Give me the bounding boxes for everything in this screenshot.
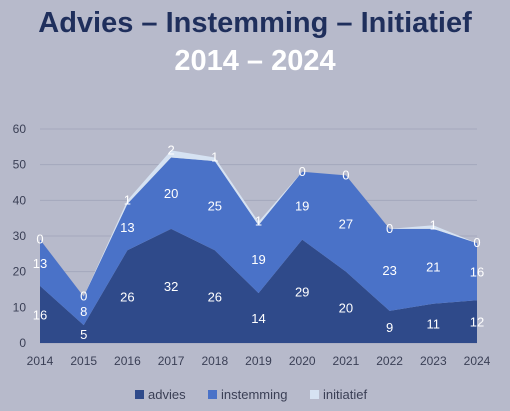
data-label-instemming: 13 xyxy=(120,220,134,235)
data-label-instemming: 23 xyxy=(382,263,396,278)
data-label-advies: 14 xyxy=(251,311,265,326)
data-label-instemming: 19 xyxy=(295,199,309,214)
legend-swatch-initiatief xyxy=(310,390,319,399)
data-label-advies: 20 xyxy=(339,300,353,315)
data-label-initiatief: 1 xyxy=(430,217,437,232)
area-advies xyxy=(40,228,477,343)
data-label-initiatief: 0 xyxy=(342,167,349,182)
x-tick-label: 2019 xyxy=(245,354,272,368)
legend-label-instemming: instemming xyxy=(221,387,287,402)
x-tick-label: 2016 xyxy=(114,354,141,368)
x-tick-label: 2020 xyxy=(289,354,316,368)
title-line-1: Advies – Instemming – Initiatief xyxy=(38,7,472,39)
x-tick-label: 2017 xyxy=(158,354,185,368)
x-tick-label: 2023 xyxy=(420,354,447,368)
data-label-advies: 12 xyxy=(470,315,484,330)
x-tick-label: 2015 xyxy=(70,354,97,368)
data-label-initiatief: 1 xyxy=(124,192,131,207)
data-label-initiatief: 1 xyxy=(255,214,262,229)
title-line-2: 2014 – 2024 xyxy=(174,44,336,77)
data-label-initiatief: 0 xyxy=(386,221,393,236)
data-label-initiatief: 0 xyxy=(36,232,43,247)
legend-label-advies: advies xyxy=(148,387,186,402)
y-tick-label: 0 xyxy=(19,336,26,350)
data-label-advies: 26 xyxy=(208,290,222,305)
data-label-advies: 26 xyxy=(120,290,134,305)
x-tick-label: 2022 xyxy=(376,354,403,368)
x-tick-label: 2018 xyxy=(201,354,228,368)
y-tick-label: 50 xyxy=(13,158,27,172)
legend-swatch-instemming xyxy=(208,390,217,399)
area-instemming xyxy=(40,157,477,326)
data-label-advies: 5 xyxy=(80,327,87,342)
data-label-instemming: 16 xyxy=(470,265,484,280)
data-label-initiatief: 2 xyxy=(167,142,174,157)
legend-label-initiatief: initiatief xyxy=(323,387,367,402)
data-label-instemming: 25 xyxy=(208,199,222,214)
x-tick-label: 2014 xyxy=(27,354,54,368)
data-label-initiatief: 0 xyxy=(473,235,480,250)
data-label-advies: 16 xyxy=(33,307,47,322)
data-label-instemming: 20 xyxy=(164,186,178,201)
legend-swatch-advies xyxy=(135,390,144,399)
data-label-advies: 9 xyxy=(386,320,393,335)
data-label-initiatief: 1 xyxy=(211,150,218,165)
data-label-advies: 11 xyxy=(427,316,441,331)
data-label-advies: 32 xyxy=(164,279,178,294)
chart-title: Advies – Instemming – Initiatief 2014 – … xyxy=(0,7,510,78)
data-label-instemming: 27 xyxy=(339,217,353,232)
y-tick-label: 60 xyxy=(13,122,27,136)
data-label-instemming: 21 xyxy=(426,259,440,274)
data-label-initiatief: 0 xyxy=(80,289,87,304)
data-label-instemming: 8 xyxy=(80,304,87,319)
data-label-instemming: 19 xyxy=(251,252,265,267)
area-initiatief xyxy=(40,150,477,297)
x-tick-label: 2024 xyxy=(464,354,491,368)
x-tick-label: 2021 xyxy=(333,354,360,368)
data-label-advies: 29 xyxy=(295,284,309,299)
y-tick-label: 30 xyxy=(13,229,27,243)
y-tick-label: 40 xyxy=(13,193,27,207)
data-label-initiatief: 0 xyxy=(299,164,306,179)
data-label-instemming: 13 xyxy=(33,256,47,271)
y-tick-label: 10 xyxy=(13,300,27,314)
y-tick-label: 20 xyxy=(13,265,27,279)
